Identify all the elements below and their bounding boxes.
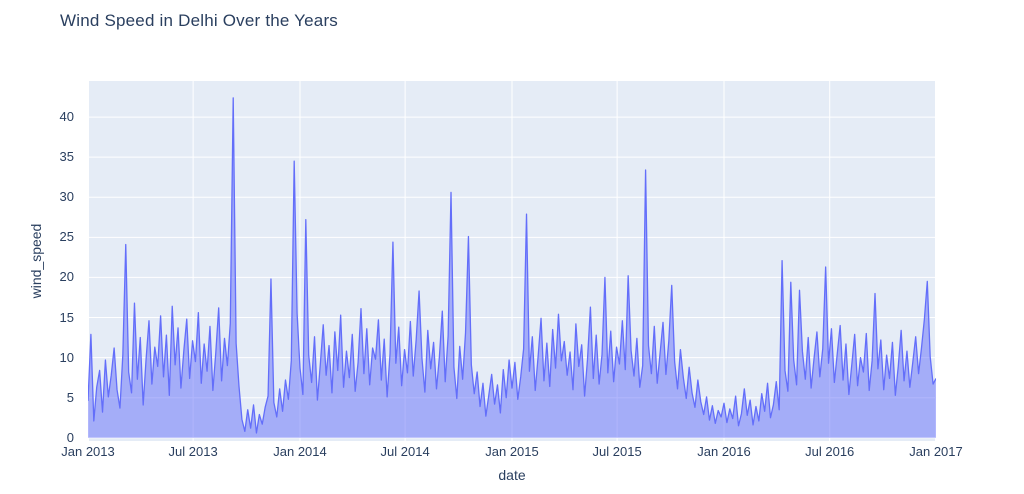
y-axis-tick-labels: 0 5 10 15 20 25 30 35 40 <box>0 0 80 494</box>
plot-area[interactable] <box>87 81 937 441</box>
y-tick-label: 5 <box>66 389 74 405</box>
x-tick-label: Jul 2015 <box>592 444 642 459</box>
x-tick-label: Jul 2013 <box>168 444 218 459</box>
y-tick-label: 30 <box>59 189 74 205</box>
x-tick-label: Jan 2014 <box>273 444 327 459</box>
x-tick-label: Jul 2016 <box>805 444 855 459</box>
y-tick-label: 40 <box>59 109 74 125</box>
y-tick-label: 15 <box>59 309 74 325</box>
y-tick-label: 25 <box>59 229 74 245</box>
y-tick-label: 0 <box>66 429 74 445</box>
x-axis-title: date <box>498 467 526 483</box>
series-fill <box>88 97 936 438</box>
y-tick-label: 35 <box>59 149 74 165</box>
x-tick-label: Jul 2014 <box>380 444 430 459</box>
series-line <box>87 97 937 434</box>
x-tick-label: Jan 2013 <box>61 444 115 459</box>
chart-canvas[interactable] <box>87 81 937 441</box>
x-tick-label: Jan 2017 <box>909 444 963 459</box>
y-tick-label: 20 <box>59 269 74 285</box>
chart-title: Wind Speed in Delhi Over the Years <box>60 11 339 30</box>
x-tick-label: Jan 2016 <box>697 444 751 459</box>
x-tick-label: Jan 2015 <box>485 444 539 459</box>
y-tick-label: 10 <box>59 349 74 365</box>
